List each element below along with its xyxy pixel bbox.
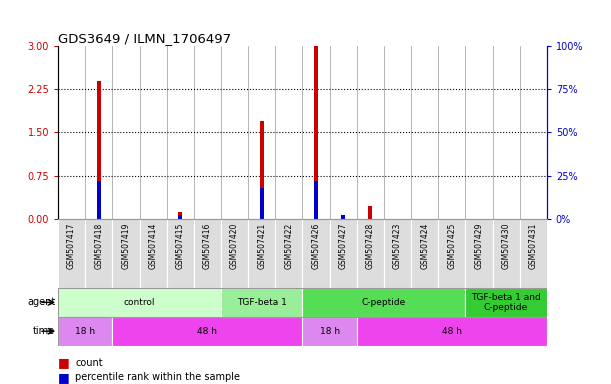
Bar [466, 288, 547, 317]
Text: ■: ■ [58, 371, 70, 384]
Bar [302, 317, 357, 346]
Text: GSM507420: GSM507420 [230, 222, 239, 269]
Text: 48 h: 48 h [442, 327, 462, 336]
Text: GSM507424: GSM507424 [420, 222, 429, 269]
Bar [221, 288, 302, 317]
Text: ■: ■ [58, 356, 70, 369]
Bar [438, 219, 466, 288]
Text: 48 h: 48 h [197, 327, 218, 336]
Text: GSM507416: GSM507416 [203, 222, 212, 269]
Bar [248, 219, 276, 288]
Text: count: count [75, 358, 103, 368]
Bar [302, 219, 329, 288]
Bar [368, 206, 372, 219]
Text: time: time [33, 326, 56, 336]
Bar [178, 212, 182, 219]
Text: GSM507427: GSM507427 [338, 222, 348, 269]
Text: agent: agent [27, 297, 56, 308]
Text: GSM507429: GSM507429 [475, 222, 483, 269]
Text: GSM507428: GSM507428 [366, 222, 375, 268]
Text: GSM507414: GSM507414 [148, 222, 158, 269]
Text: GSM507421: GSM507421 [257, 222, 266, 268]
Text: C-peptide: C-peptide [362, 298, 406, 307]
Bar [341, 215, 345, 219]
Bar [314, 46, 318, 219]
Text: 18 h: 18 h [320, 327, 340, 336]
Text: GSM507431: GSM507431 [529, 222, 538, 269]
Bar [112, 317, 302, 346]
Bar [139, 219, 167, 288]
Bar [85, 219, 112, 288]
Text: GSM507423: GSM507423 [393, 222, 402, 269]
Bar [167, 219, 194, 288]
Bar [178, 215, 182, 219]
Text: GSM507422: GSM507422 [284, 222, 293, 268]
Bar [58, 219, 85, 288]
Text: 18 h: 18 h [75, 327, 95, 336]
Text: TGF-beta 1: TGF-beta 1 [237, 298, 287, 307]
Bar [58, 317, 112, 346]
Bar [329, 219, 357, 288]
Text: GDS3649 / ILMN_1706497: GDS3649 / ILMN_1706497 [58, 32, 231, 45]
Bar [314, 181, 318, 219]
Bar [357, 219, 384, 288]
Bar [466, 219, 492, 288]
Bar [260, 188, 264, 219]
Bar [221, 219, 248, 288]
Bar [411, 219, 438, 288]
Bar [492, 219, 520, 288]
Text: GSM507425: GSM507425 [447, 222, 456, 269]
Text: GSM507419: GSM507419 [122, 222, 130, 269]
Bar [112, 219, 139, 288]
Bar [58, 288, 221, 317]
Bar [97, 181, 101, 219]
Bar [384, 219, 411, 288]
Bar [357, 317, 547, 346]
Bar [194, 219, 221, 288]
Text: control: control [124, 298, 155, 307]
Bar [260, 121, 264, 219]
Text: GSM507430: GSM507430 [502, 222, 511, 269]
Text: GSM507415: GSM507415 [176, 222, 185, 269]
Text: GSM507417: GSM507417 [67, 222, 76, 269]
Bar [276, 219, 302, 288]
Text: percentile rank within the sample: percentile rank within the sample [75, 372, 240, 382]
Text: TGF-beta 1 and
C-peptide: TGF-beta 1 and C-peptide [471, 293, 541, 312]
Bar [302, 288, 466, 317]
Text: GSM507426: GSM507426 [312, 222, 321, 269]
Bar [520, 219, 547, 288]
Bar [97, 81, 101, 219]
Text: GSM507418: GSM507418 [94, 222, 103, 268]
